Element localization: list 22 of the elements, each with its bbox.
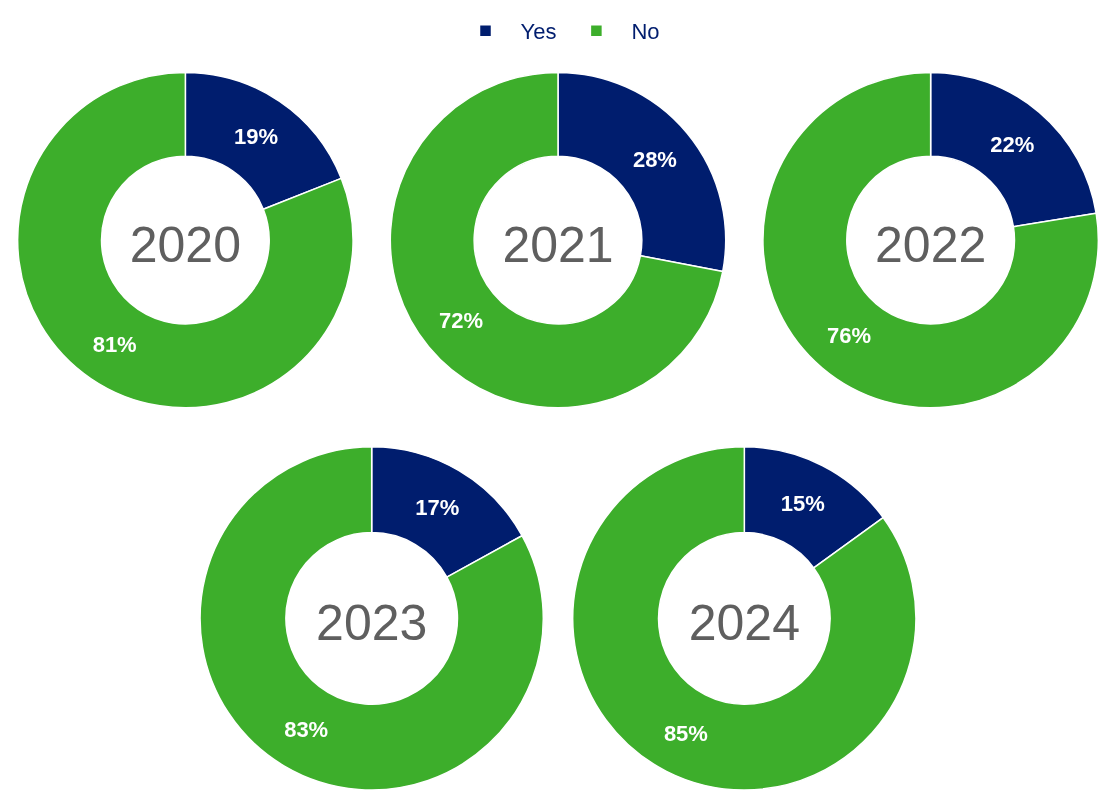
donut-slice bbox=[389, 71, 724, 409]
text: 2021 bbox=[502, 217, 614, 274]
data-label: 15% bbox=[780, 491, 825, 517]
data-label: 72% bbox=[439, 307, 484, 333]
donut-slice bbox=[199, 446, 545, 791]
data-label: 19% bbox=[234, 123, 279, 149]
legend-label: No bbox=[631, 19, 660, 45]
donut-slice bbox=[762, 71, 1099, 409]
donut-slice bbox=[17, 71, 354, 409]
data-label: 22% bbox=[990, 131, 1035, 157]
legend-label: Yes bbox=[520, 19, 557, 45]
data-label: 83% bbox=[284, 716, 329, 742]
text: 2022 bbox=[875, 217, 987, 274]
text: 2023 bbox=[316, 595, 428, 652]
text: 2020 bbox=[129, 217, 241, 274]
data-label: 28% bbox=[632, 147, 677, 173]
data-label: 81% bbox=[92, 331, 137, 357]
data-label: 17% bbox=[415, 495, 460, 521]
text: 2024 bbox=[688, 595, 800, 652]
donut-slice bbox=[572, 446, 917, 791]
data-label: 76% bbox=[827, 323, 872, 349]
data-label: 85% bbox=[663, 720, 708, 746]
